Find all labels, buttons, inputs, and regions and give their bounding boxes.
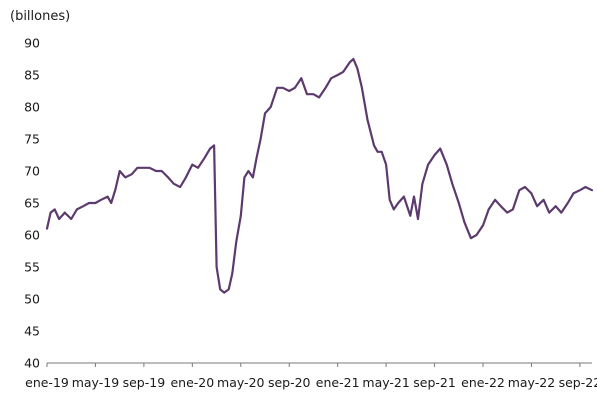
x-tick-label: sep-22 [559,375,597,390]
y-tick-label: 50 [24,292,40,307]
x-tick-label: sep-20 [268,375,311,390]
x-tick-label: ene-19 [25,375,69,390]
x-tick-label: may-20 [217,375,264,390]
y-tick-label: 60 [24,228,40,243]
y-axis-ticks: 40 45 50 55 60 65 70 75 80 85 90 [24,36,40,371]
x-tick-label: sep-21 [413,375,456,390]
x-axis: ene-19 may-19 sep-19 ene-20 may-20 sep-20 ene-… [25,362,597,390]
x-tick-label: may-22 [508,375,555,390]
y-tick-label: 40 [24,356,40,371]
series-group [45,57,594,294]
y-tick-label: 55 [24,260,40,275]
x-tick-label: ene-20 [170,375,214,390]
y-tick-label: 45 [24,324,40,339]
y-tick-label: 65 [24,196,40,211]
x-tick-label: ene-22 [461,375,505,390]
series-line [45,57,594,294]
y-tick-label: 80 [24,100,40,115]
y-tick-label: 75 [24,132,40,147]
x-tick-label: sep-19 [123,375,166,390]
y-axis-unit-label: (billones) [10,9,70,24]
x-tick-label: ene-21 [316,375,360,390]
y-tick-label: 70 [24,164,40,179]
y-tick-label: 85 [24,68,40,83]
x-tick-label: may-21 [362,375,409,390]
y-tick-label: 90 [24,36,40,51]
x-tick-label: may-19 [72,375,119,390]
